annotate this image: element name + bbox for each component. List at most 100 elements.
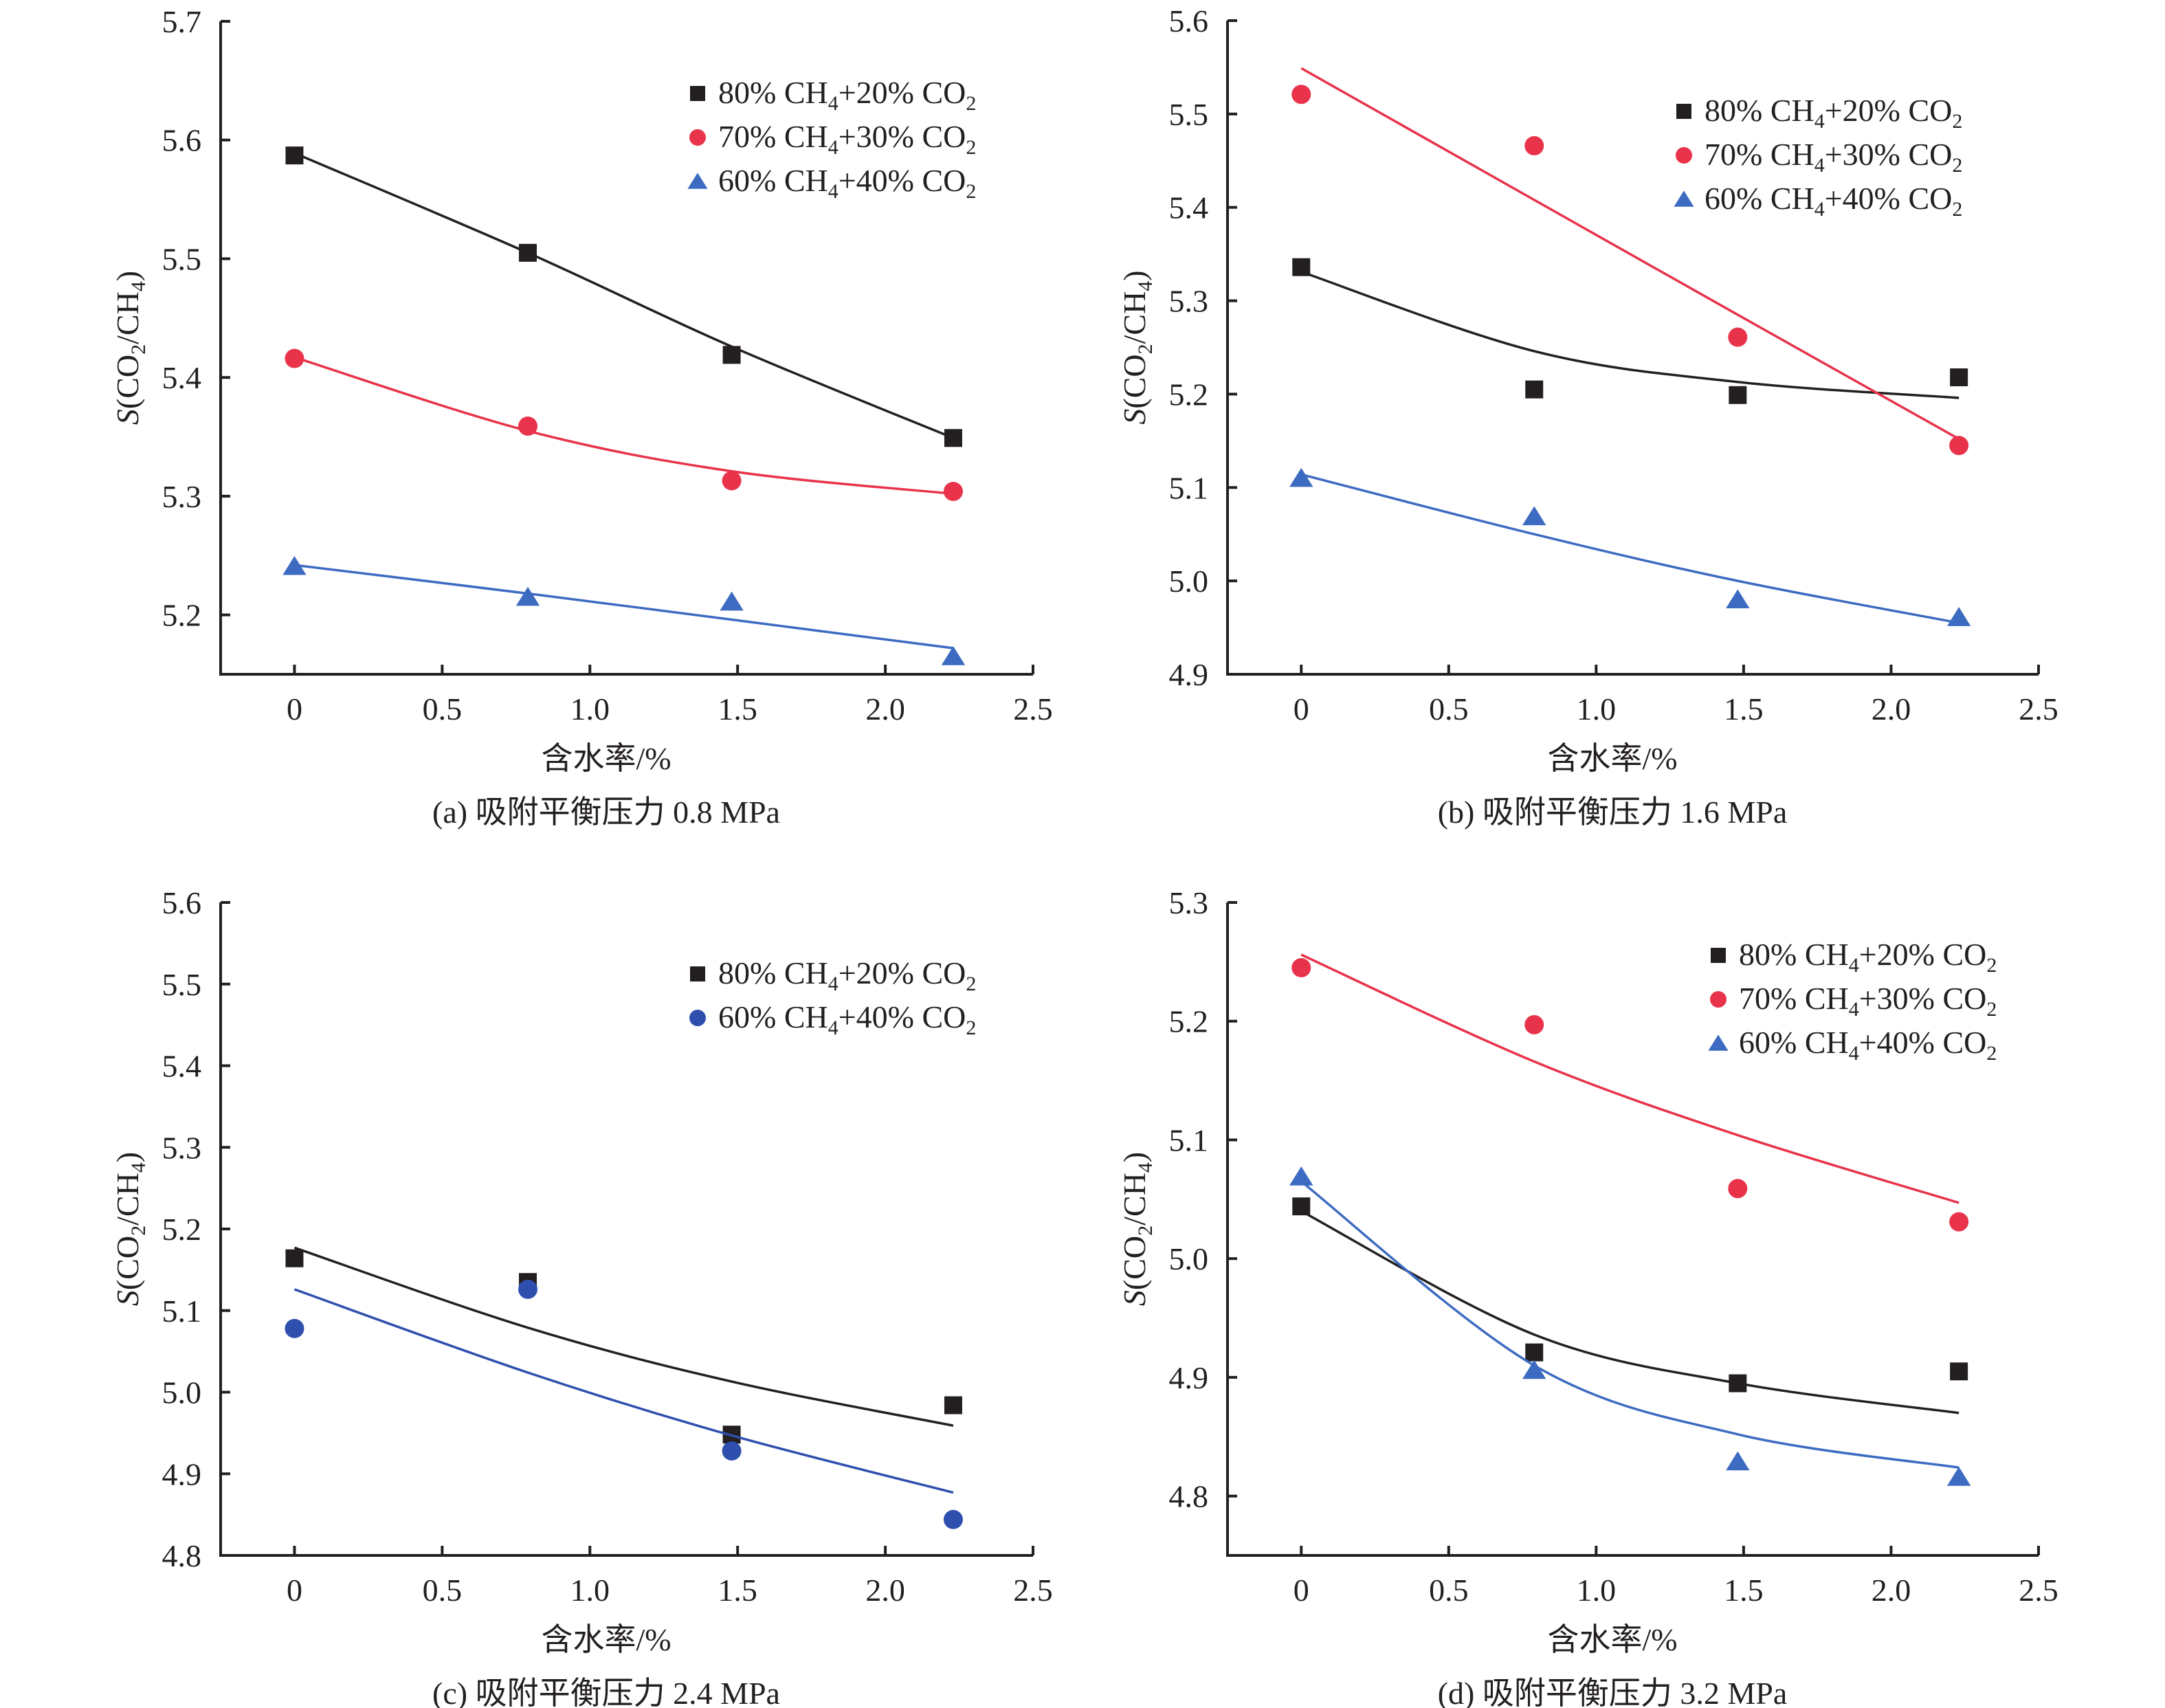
panel-caption: (b) 吸附平衡压力 1.6 MPa xyxy=(1438,795,1788,830)
y-tick-label: 4.9 xyxy=(1169,657,1209,692)
x-tick-label: 2.0 xyxy=(865,691,905,727)
x-tick-label: 0 xyxy=(1294,1573,1309,1608)
legend-marker xyxy=(1711,948,1726,963)
data-point xyxy=(1949,436,1969,456)
data-point xyxy=(1525,380,1544,399)
legend-item: 80% CH4+20% CO2 xyxy=(1676,93,1962,133)
y-tick-label: 5.4 xyxy=(162,360,202,395)
y-tick-label: 5.3 xyxy=(1169,885,1209,920)
y-tick-label: 5.0 xyxy=(1169,1241,1209,1276)
legend-label: 60% CH4+40% CO2 xyxy=(1705,181,1962,221)
axes-frame xyxy=(219,21,1033,676)
y-tick-label: 5.5 xyxy=(1169,97,1209,132)
data-point xyxy=(1522,506,1546,526)
data-point xyxy=(519,243,537,262)
y-tick-label: 5.6 xyxy=(162,123,202,158)
panel-caption: (d) 吸附平衡压力 3.2 MPa xyxy=(1438,1676,1788,1708)
legend-item: 70% CH4+30% CO2 xyxy=(1710,981,1997,1021)
fit-line xyxy=(293,356,954,496)
data-point xyxy=(1291,85,1311,104)
data-point xyxy=(1946,607,1971,626)
series-black-square xyxy=(285,146,962,447)
y-tick-label: 5.2 xyxy=(1169,1004,1209,1039)
y-tick-label: 5.5 xyxy=(162,967,202,1002)
series-blue-triangle xyxy=(1289,467,1971,626)
x-tick-label: 2.5 xyxy=(1013,691,1053,727)
x-tick-label: 1.5 xyxy=(1724,1573,1764,1608)
legend-marker xyxy=(1676,104,1691,119)
x-tick-label: 2.5 xyxy=(2019,1573,2058,1608)
x-tick-label: 2.5 xyxy=(1013,1573,1053,1608)
x-axis-title: 含水率/% xyxy=(1547,741,1677,776)
series-black-square xyxy=(1292,1197,1968,1415)
legend-item: 60% CH4+40% CO2 xyxy=(689,999,976,1039)
x-tick-label: 1.0 xyxy=(570,691,610,727)
legend-label: 70% CH4+30% CO2 xyxy=(1739,981,1997,1021)
panel-caption: (a) 吸附平衡压力 0.8 MPa xyxy=(432,795,780,830)
fit-line xyxy=(294,564,954,650)
data-point xyxy=(1728,327,1748,347)
legend-label: 60% CH4+40% CO2 xyxy=(1739,1025,1997,1065)
fit-line xyxy=(293,152,954,439)
fit-line xyxy=(1300,1210,1959,1415)
data-point xyxy=(518,417,538,436)
y-tick-label: 5.2 xyxy=(1169,377,1209,412)
data-point xyxy=(515,586,540,606)
data-point xyxy=(1289,1166,1313,1186)
legend-label: 80% CH4+20% CO2 xyxy=(1739,937,1997,977)
data-point xyxy=(722,471,742,491)
y-axis-title: S(CO2/CH4) xyxy=(110,1152,150,1306)
data-point xyxy=(1946,1467,1971,1486)
data-point xyxy=(722,346,741,364)
data-point xyxy=(1525,1343,1544,1362)
y-axis-title: S(CO2/CH4) xyxy=(1117,270,1157,424)
legend-label: 80% CH4+20% CO2 xyxy=(1705,93,1962,133)
data-point xyxy=(1726,1451,1750,1471)
legend-item: 80% CH4+20% CO2 xyxy=(690,955,976,995)
y-tick-label: 5.1 xyxy=(1169,1122,1209,1157)
y-tick-label: 5.5 xyxy=(162,241,202,276)
data-point xyxy=(943,482,963,501)
legend-marker xyxy=(689,1010,706,1026)
fit-line xyxy=(1300,1180,1959,1469)
y-tick-label: 4.8 xyxy=(162,1538,202,1573)
axes-frame xyxy=(1226,902,2039,1557)
series-blue_dark-circle xyxy=(285,1279,963,1529)
fit-line xyxy=(293,1288,954,1494)
x-tick-label: 2.0 xyxy=(865,1573,905,1608)
x-tick-label: 1.5 xyxy=(718,691,757,727)
series-black-square xyxy=(285,1246,962,1444)
x-tick-label: 1.0 xyxy=(1577,691,1617,727)
y-tick-label: 5.0 xyxy=(162,1375,202,1410)
x-tick-label: 1.0 xyxy=(1577,1573,1617,1608)
y-tick-label: 5.4 xyxy=(1169,190,1209,225)
legend-label: 70% CH4+30% CO2 xyxy=(718,119,976,159)
data-point xyxy=(518,1279,538,1299)
x-tick-label: 1.5 xyxy=(718,1573,757,1608)
y-tick-label: 5.1 xyxy=(1169,470,1209,505)
data-point xyxy=(1292,258,1311,276)
fit-line xyxy=(1300,953,1959,1204)
y-tick-label: 5.1 xyxy=(162,1294,202,1329)
y-tick-label: 5.6 xyxy=(1169,3,1209,38)
fit-line xyxy=(1300,473,1959,624)
series-black-square xyxy=(1292,258,1968,404)
x-tick-label: 0 xyxy=(287,691,302,727)
x-tick-label: 0.5 xyxy=(1429,1573,1469,1608)
data-point xyxy=(1292,1197,1311,1216)
x-axis-title: 含水率/% xyxy=(1547,1622,1677,1657)
series-red-circle xyxy=(285,348,963,501)
legend-marker xyxy=(690,966,705,981)
legend-marker xyxy=(687,173,708,189)
legend-marker xyxy=(1674,190,1694,207)
data-point xyxy=(1729,386,1747,404)
data-point xyxy=(1291,958,1311,977)
series-blue-triangle xyxy=(282,555,966,665)
data-point xyxy=(1524,136,1544,156)
series-red-circle xyxy=(1291,953,1969,1232)
legend-label: 60% CH4+40% CO2 xyxy=(718,163,976,203)
data-point xyxy=(1289,467,1313,487)
y-axis-title: S(CO2/CH4) xyxy=(110,271,150,425)
data-point xyxy=(1522,1360,1546,1379)
